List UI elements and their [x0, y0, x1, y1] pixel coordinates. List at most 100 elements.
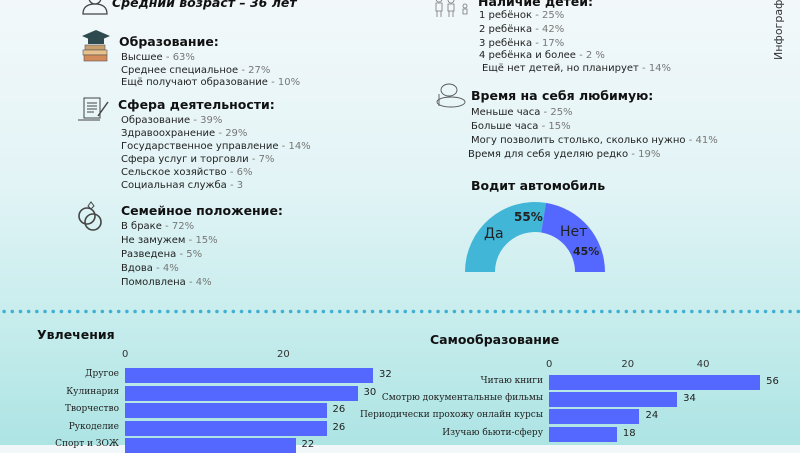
selftime-item: Время для себя уделяю редко - 19%: [468, 149, 718, 161]
item-value: - 2 %: [579, 50, 605, 61]
selftime-item: Меньше часа - 25%: [471, 107, 718, 119]
item-label: Сфера услуг и торговли: [121, 154, 249, 165]
item-value: - 6%: [229, 167, 253, 178]
gauge-label-no: Нет: [560, 224, 588, 240]
item-label: 2 ребёнка: [479, 24, 533, 35]
item-label: Ещё получают образование: [121, 77, 268, 88]
family-figures-icon: [435, 0, 468, 17]
item-value: - 25%: [535, 10, 565, 21]
document-pen-icon: [78, 97, 109, 121]
item-label: Социальная служба: [121, 180, 227, 191]
person-icon: [82, 0, 108, 15]
bar-value-label: 18: [622, 427, 636, 439]
sphere-item: Образование - 39%: [121, 115, 311, 127]
x-tick-label: 20: [277, 349, 290, 360]
item-label: Вдова: [121, 263, 153, 274]
bar-value-label: 24: [645, 410, 659, 422]
family-list: В браке - 72% Не замужем - 15% Разведена…: [121, 221, 218, 289]
item-label: Среднее специальное: [121, 65, 239, 76]
selftime-item: Могу позволить столько, сколько нужно - …: [471, 135, 718, 147]
x-tick-label: 0: [122, 349, 129, 360]
item-value: - 3: [229, 180, 244, 191]
hobbies-chart-title: Увлечения: [37, 327, 115, 342]
children-item: 1 ребёнок - 25%: [479, 10, 671, 22]
sphere-item: Здравоохранение - 29%: [121, 128, 311, 140]
wedding-rings-icon: [78, 201, 102, 231]
bar-category-label: Периодически прохожу онлайн курсы: [359, 410, 543, 421]
item-value: - 4%: [188, 277, 212, 288]
bar: [549, 409, 640, 425]
children-item: 2 ребёнка - 42%: [479, 24, 671, 36]
item-label: В браке: [121, 221, 162, 232]
item-label: Сельское хозяйство: [121, 167, 227, 178]
selfedu-chart-title: Самообразование: [430, 332, 560, 347]
item-value: - 5%: [179, 249, 203, 260]
x-tick-label: 0: [546, 359, 553, 370]
item-label: Высшее: [121, 52, 163, 63]
dotted-divider: [0, 309, 800, 314]
item-label: Помолвлена: [121, 277, 186, 288]
item-label: 3 ребёнка: [479, 38, 533, 49]
item-label: 4 ребёнка и более: [479, 50, 576, 61]
bar-category-label: Рукоделие: [68, 421, 119, 432]
gauge-label-yes: Да: [484, 226, 504, 242]
item-value: - 15%: [541, 121, 571, 132]
item-label: Государственное управление: [121, 141, 279, 152]
family-title: Семейное положение:: [121, 203, 283, 218]
item-label: Здравоохранение: [121, 128, 216, 139]
car-chart-title: Водит автомобиль: [471, 178, 606, 193]
gauge-value-no: 45%: [573, 245, 600, 258]
average-age-title: Средний возраст – 36 лет: [112, 0, 297, 10]
item-label: Не замужем: [121, 235, 186, 246]
item-value: - 27%: [241, 65, 271, 76]
bar: [549, 375, 761, 390]
graduation-cap-books-icon: [82, 30, 110, 62]
x-tick-label: 40: [696, 359, 710, 370]
item-value: - 7%: [251, 154, 275, 165]
education-title: Образование:: [119, 34, 219, 49]
education-item: Среднее специальное - 27%: [121, 65, 300, 77]
item-value: - 10%: [271, 77, 301, 88]
item-label: Разведена: [121, 249, 177, 260]
bar: [549, 426, 617, 442]
item-value: - 72%: [165, 221, 195, 232]
sphere-list: Образование - 39% Здравоохранение - 29% …: [121, 115, 311, 192]
bar-category-label: Изучаю бьюти-сферу: [442, 427, 543, 438]
x-tick-label: 20: [621, 359, 635, 370]
family-item: Вдова - 4%: [121, 263, 218, 275]
item-label: Могу позволить столько, сколько нужно: [471, 135, 686, 146]
bar-category-label: Смотрю документальные фильмы: [381, 393, 543, 404]
item-value: - 4%: [156, 263, 179, 274]
family-item: В браке - 72%: [121, 221, 218, 233]
sphere-title: Сфера деятельности:: [118, 97, 275, 112]
bar-category-label: Кулинария: [66, 386, 119, 397]
item-value: - 39%: [193, 115, 223, 126]
bar: [125, 438, 296, 453]
bar-category-label: Спорт и ЗОЖ: [55, 439, 119, 449]
item-value: - 14%: [642, 63, 672, 74]
bar-value-label: 30: [363, 386, 377, 398]
children-item: Ещё нет детей, но планирует - 14%: [479, 63, 671, 75]
item-value: - 14%: [281, 141, 311, 152]
bar-category-label: Другое: [85, 369, 119, 379]
item-label: Больше часа: [471, 121, 539, 132]
bar-category-label: Творчество: [64, 404, 119, 414]
sphere-item: Социальная служба - 3: [121, 180, 311, 192]
item-value: - 29%: [218, 128, 248, 139]
selftime-item: Больше часа - 15%: [471, 121, 718, 133]
sphere-item: Государственное управление - 14%: [121, 141, 311, 153]
item-label: Ещё нет детей, но планирует: [482, 63, 639, 74]
bar-value-label: 56: [766, 376, 779, 387]
item-label: Время для себя уделяю редко: [468, 149, 629, 160]
bar: [125, 368, 373, 383]
gauge-segment-yes: [465, 202, 546, 272]
side-label: Инфограф: [772, 0, 785, 60]
item-value: - 25%: [543, 107, 573, 118]
family-item: Помолвлена - 4%: [121, 277, 218, 289]
bar-category-label: Читаю книги: [480, 376, 543, 386]
bar-value-label: 32: [379, 369, 392, 380]
bar: [125, 420, 327, 436]
selftime-list: Меньше часа - 25% Больше часа - 15% Могу…: [468, 107, 718, 161]
sphere-item: Сфера услуг и торговли - 7%: [121, 154, 311, 166]
item-value: - 63%: [165, 52, 195, 63]
